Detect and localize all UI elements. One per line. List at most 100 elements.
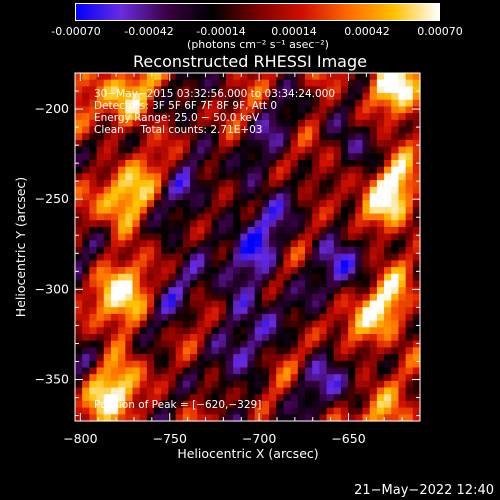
heatmap-cell	[376, 206, 385, 215]
heatmap-cell	[326, 293, 335, 302]
heatmap-cell	[362, 280, 371, 288]
heatmap-cell	[283, 267, 292, 275]
heatmap-cell	[110, 119, 119, 128]
heatmap-cell	[146, 280, 155, 288]
heatmap-cell	[297, 226, 306, 235]
heatmap-cell	[254, 287, 263, 295]
heatmap-cell	[326, 273, 335, 282]
heatmap-cell	[305, 93, 313, 101]
heatmap-cell	[103, 313, 112, 322]
heatmap-cell	[290, 139, 299, 148]
heatmap-cell	[348, 267, 356, 275]
heatmap-cell	[326, 79, 335, 87]
heatmap-cell	[204, 273, 213, 282]
heatmap-cell	[376, 253, 385, 261]
heatmap-cell	[139, 146, 148, 154]
heatmap-cell	[96, 166, 105, 174]
heatmap-cell	[218, 240, 227, 248]
heatmap-cell	[211, 334, 220, 342]
heatmap-cell	[96, 374, 105, 382]
heatmap-cell	[276, 226, 285, 235]
heatmap-cell	[204, 186, 213, 195]
heatmap-cell	[355, 213, 364, 221]
heatmap-cell	[305, 99, 313, 108]
heatmap-cell	[161, 354, 170, 362]
heatmap-cell	[254, 347, 263, 355]
heatmap-cell	[233, 200, 241, 208]
heatmap-cell	[182, 354, 191, 362]
heatmap-cell	[225, 160, 234, 168]
heatmap-cell	[412, 119, 421, 128]
heatmap-cell	[340, 300, 349, 308]
heatmap-cell	[254, 300, 263, 308]
heatmap-cell	[269, 260, 277, 268]
heatmap-cell	[412, 180, 421, 188]
heatmap-cell	[412, 253, 421, 261]
heatmap-cell	[269, 133, 277, 141]
heatmap-cell	[283, 327, 292, 335]
heatmap-cell	[405, 240, 414, 248]
heatmap-cell	[161, 99, 170, 108]
heatmap-cell	[218, 113, 227, 121]
heatmap-cell	[247, 367, 256, 375]
heatmap-cell	[240, 73, 249, 81]
heatmap-cell	[161, 394, 170, 402]
heatmap-cell	[276, 180, 285, 188]
heatmap-cell	[118, 400, 126, 409]
heatmap-cell	[312, 280, 320, 288]
heatmap-cell	[326, 146, 335, 154]
heatmap-cell	[261, 394, 270, 402]
heatmap-cell	[312, 327, 320, 335]
heatmap-cell	[225, 320, 234, 328]
heatmap-cell	[204, 367, 213, 375]
heatmap-cell	[96, 86, 105, 94]
heatmap-cell	[340, 180, 349, 188]
heatmap-cell	[240, 146, 249, 154]
heatmap-cell	[125, 240, 134, 248]
heatmap-cell	[261, 133, 270, 141]
heatmap-cell	[405, 193, 414, 201]
heatmap-cell	[412, 320, 421, 328]
heatmap-cell	[161, 166, 170, 174]
heatmap-cell	[132, 247, 141, 255]
heatmap-cell	[247, 153, 256, 161]
heatmap-cell	[233, 280, 241, 288]
heatmap-cell	[204, 380, 213, 389]
x-tick-label: −800	[63, 431, 97, 446]
heatmap-cell	[261, 273, 270, 282]
heatmap-cell	[82, 220, 90, 228]
heatmap-cell	[225, 407, 234, 415]
heatmap-cell	[398, 226, 407, 235]
heatmap-cell	[254, 253, 263, 261]
heatmap-cell	[89, 320, 98, 328]
heatmap-cell	[233, 226, 241, 235]
heatmap-cell	[391, 160, 400, 168]
heatmap-cell	[297, 113, 306, 121]
heatmap-cell	[161, 313, 170, 322]
heatmap-cell	[391, 414, 400, 422]
heatmap-cell	[240, 267, 249, 275]
heatmap-cell	[283, 113, 292, 121]
heatmap-cell	[312, 374, 320, 382]
heatmap-cell	[132, 387, 141, 395]
heatmap-cell	[118, 414, 126, 422]
heatmap-cell	[139, 367, 148, 375]
heatmap-cell	[405, 287, 414, 295]
heatmap-cell	[290, 260, 299, 268]
heatmap-cell	[211, 200, 220, 208]
heatmap-cell	[225, 380, 234, 389]
heatmap-cell	[139, 93, 148, 101]
heatmap-cell	[319, 119, 328, 128]
heatmap-cell	[254, 146, 263, 154]
heatmap-cell	[333, 139, 342, 148]
heatmap-cell	[405, 300, 414, 308]
heatmap-cell	[276, 380, 285, 389]
heatmap-cell	[312, 119, 320, 128]
heatmap-cell	[355, 93, 364, 101]
heatmap-cell	[247, 233, 256, 241]
heatmap-cell	[405, 226, 414, 235]
heatmap-cell	[197, 220, 205, 228]
heatmap-cell	[276, 166, 285, 174]
heatmap-cell	[103, 200, 112, 208]
heatmap-cell	[197, 313, 205, 322]
